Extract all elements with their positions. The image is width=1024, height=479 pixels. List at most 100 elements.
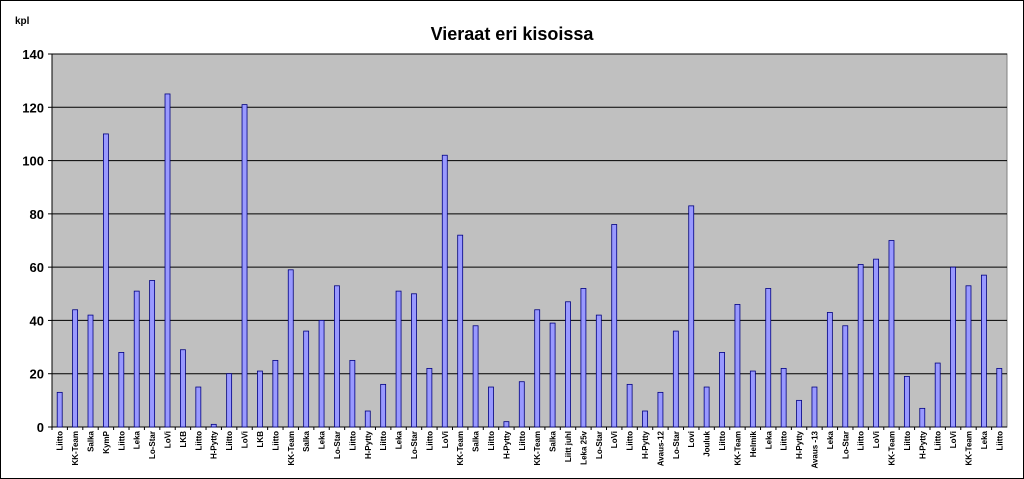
- bar: [734, 304, 741, 428]
- x-tick-label: Helmik: [749, 430, 758, 457]
- bar: [826, 312, 833, 428]
- x-tick-label: Leka: [826, 430, 835, 449]
- x-tick-label: Leka: [980, 430, 989, 449]
- x-tick-label: LoVi: [441, 431, 450, 448]
- bar: [965, 285, 972, 428]
- x-tick-label: Liitto: [903, 431, 912, 451]
- x-tick-label: KK-Team: [533, 431, 542, 466]
- bar: [749, 370, 756, 428]
- x-tick-label: Salka: [87, 430, 96, 451]
- chart-title: Vieraat eri kisoissa: [431, 24, 595, 44]
- x-tick-label: Liitto: [857, 431, 866, 451]
- x-tick-label: H-Pytty: [641, 430, 650, 459]
- bar: [611, 224, 618, 428]
- bar: [626, 383, 633, 428]
- bar: [118, 351, 125, 428]
- x-tick-label: Liitto: [271, 431, 280, 451]
- bar: [272, 359, 279, 428]
- bar: [796, 399, 802, 428]
- bar: [56, 391, 63, 428]
- bar: [934, 362, 941, 428]
- x-tick-label: LoVi: [164, 431, 173, 448]
- bar: [950, 266, 956, 428]
- x-tick-label: Liitto: [626, 431, 635, 451]
- x-tick-label: Liitto: [117, 431, 126, 451]
- bar: [87, 314, 94, 428]
- x-tick-label: Liitto: [225, 431, 234, 451]
- x-tick-label: Jouluk: [703, 430, 712, 456]
- x-tick-label: Liitto: [518, 431, 527, 451]
- bar: [518, 381, 525, 428]
- bar: [534, 309, 541, 428]
- bar: [488, 386, 494, 428]
- bar: [303, 330, 310, 428]
- bar: [180, 349, 186, 428]
- y-tick-label: 120: [22, 100, 44, 115]
- bar: [411, 293, 417, 428]
- x-tick-label: Liitto: [194, 431, 203, 451]
- x-tick-label: Lo-Star: [841, 431, 850, 459]
- x-tick-label: H-Pytty: [364, 430, 373, 459]
- y-tick-label: 0: [37, 420, 44, 435]
- bar: [257, 370, 263, 428]
- bar: [441, 154, 448, 428]
- x-tick-label: KymP: [102, 430, 111, 453]
- bar: [133, 290, 140, 428]
- bar: [996, 367, 1003, 428]
- x-tick-label: LKB: [179, 431, 188, 448]
- bar: [811, 386, 818, 428]
- x-tick-label: Liitto: [379, 431, 388, 451]
- x-tick-label: LoVi: [610, 431, 619, 448]
- x-tick-label: KK-Team: [71, 431, 80, 466]
- bar: [780, 367, 787, 428]
- bar: [873, 258, 879, 428]
- x-tick-label: Leka: [318, 430, 327, 449]
- x-tick-label: Liitto: [995, 431, 1004, 451]
- y-tick-label: 140: [22, 47, 44, 62]
- bar: [888, 240, 895, 428]
- bar: [903, 375, 910, 428]
- x-tick-label: Liitto: [56, 431, 65, 451]
- y-axis-unit-label: kpl: [15, 16, 30, 27]
- x-tick-label: Lovi: [687, 431, 696, 447]
- x-tick-label: Avaus-12: [656, 430, 665, 466]
- bar: [549, 322, 556, 428]
- x-tick-label: Liitto: [487, 431, 496, 451]
- bar: [72, 309, 78, 428]
- x-tick-label: Liitto: [780, 431, 789, 451]
- bar: [703, 386, 710, 428]
- y-tick-label: 60: [30, 260, 44, 275]
- x-tick-label: H-Pytty: [210, 430, 219, 459]
- x-tick-label: Liitto: [718, 431, 727, 451]
- bar: [595, 314, 602, 428]
- x-tick-label: Leka: [764, 430, 773, 449]
- x-tick-label: Liitto: [934, 431, 943, 451]
- x-tick-label: Liitt juhl: [564, 431, 573, 462]
- x-tick-label: H-Pytty: [502, 430, 511, 459]
- bar: [334, 285, 340, 428]
- bar: [672, 330, 679, 428]
- bar: [195, 386, 202, 428]
- x-tick-label: KK-Team: [733, 431, 742, 466]
- bar: [349, 359, 356, 428]
- bar: [164, 93, 171, 428]
- bar: [103, 133, 109, 428]
- x-tick-label: Lo-Star: [333, 431, 342, 459]
- bar: [580, 288, 587, 428]
- bar: [642, 410, 648, 428]
- x-tick-label: KK-Team: [287, 431, 296, 466]
- x-tick-label: KK-Team: [964, 431, 973, 466]
- bar: [688, 205, 695, 428]
- bar: [981, 274, 987, 428]
- bar: [842, 325, 849, 428]
- bar: [395, 290, 402, 428]
- x-tick-label: LoVi: [949, 431, 958, 448]
- bar: [719, 351, 725, 428]
- bar: [657, 391, 664, 428]
- x-tick-label: Salka: [472, 430, 481, 451]
- y-tick-label: 40: [30, 313, 44, 328]
- bar: [287, 269, 294, 428]
- x-tick-label: Salka: [549, 430, 558, 451]
